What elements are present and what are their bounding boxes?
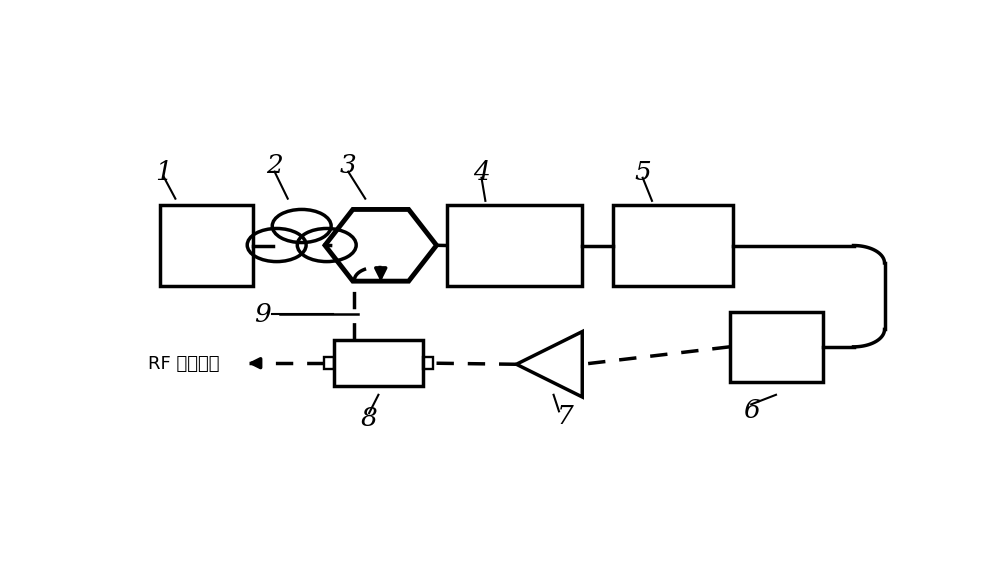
Bar (334, 340, 423, 386)
Text: 7: 7 (557, 404, 574, 429)
Text: 5: 5 (634, 160, 651, 185)
Text: 2: 2 (266, 153, 283, 178)
Text: 1: 1 (155, 160, 172, 185)
Bar (324, 357, 334, 369)
Text: 4: 4 (473, 160, 490, 185)
Bar (160, 205, 253, 286)
Bar (423, 357, 433, 369)
Text: 3: 3 (340, 153, 357, 178)
Bar (447, 205, 582, 286)
Bar (730, 312, 822, 381)
Text: 6: 6 (743, 397, 760, 423)
Bar (613, 205, 733, 286)
Text: RF 信号输出: RF 信号输出 (148, 355, 220, 374)
Text: 9: 9 (255, 302, 271, 327)
Text: 8: 8 (361, 406, 378, 431)
